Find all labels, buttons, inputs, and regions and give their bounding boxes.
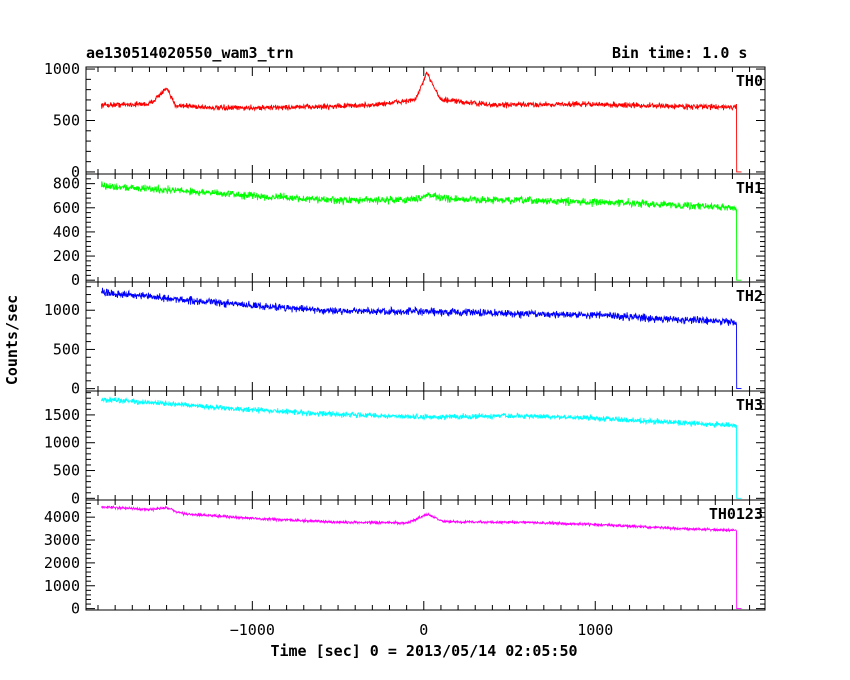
y-tick-label: 500 <box>53 112 80 130</box>
y-tick-label: 0 <box>71 271 80 289</box>
y-tick-label: 4000 <box>44 508 80 526</box>
panel-label-th3: TH3 <box>736 396 763 414</box>
panel-label-th1: TH1 <box>736 179 763 197</box>
panel-frame-th3 <box>85 390 766 501</box>
y-tick-label: 1000 <box>44 577 80 595</box>
panel-frame-th0 <box>85 66 766 175</box>
y-tick-label: 0 <box>71 489 80 507</box>
panel-frame-th2 <box>85 281 766 392</box>
y-tick-label: 0 <box>71 600 80 618</box>
y-tick-label: 3000 <box>44 531 80 549</box>
y-tick-label: 500 <box>53 462 80 480</box>
x-tick-label: −1000 <box>230 621 275 639</box>
y-tick-label: 600 <box>53 199 80 217</box>
series-line-th0123 <box>100 505 742 610</box>
x-tick-label: 0 <box>419 621 428 639</box>
y-tick-label: 0 <box>71 163 80 181</box>
y-tick-label: 1500 <box>44 406 80 424</box>
y-tick-label: 1000 <box>44 434 80 452</box>
x-axis-label: Time [sec] 0 = 2013/05/14 02:05:50 <box>270 642 577 660</box>
y-tick-label: 0 <box>71 380 80 398</box>
y-tick-label: 500 <box>53 340 80 358</box>
series-line-th3 <box>100 396 742 499</box>
series-line-th0 <box>100 71 742 173</box>
panel-label-th2: TH2 <box>736 287 763 305</box>
panel-label-th0123: TH0123 <box>709 505 763 523</box>
y-tick-label: 200 <box>53 247 80 265</box>
bin-time-label: Bin time: 1.0 s <box>612 44 748 62</box>
y-axis-label: Counts/sec <box>3 295 21 385</box>
chart-title: ae130514020550_wam3_trn <box>86 44 294 62</box>
series-line-th1 <box>100 181 742 281</box>
y-tick-label: 800 <box>53 175 80 193</box>
panel-label-th0: TH0 <box>736 72 763 90</box>
y-tick-label: 1000 <box>44 301 80 319</box>
y-tick-label: 400 <box>53 223 80 241</box>
series-line-th2 <box>100 287 742 390</box>
panel-frame-th0123 <box>85 499 766 611</box>
x-tick-label: 1000 <box>577 621 613 639</box>
y-tick-label: 2000 <box>44 554 80 572</box>
y-tick-label: 1000 <box>44 60 80 78</box>
